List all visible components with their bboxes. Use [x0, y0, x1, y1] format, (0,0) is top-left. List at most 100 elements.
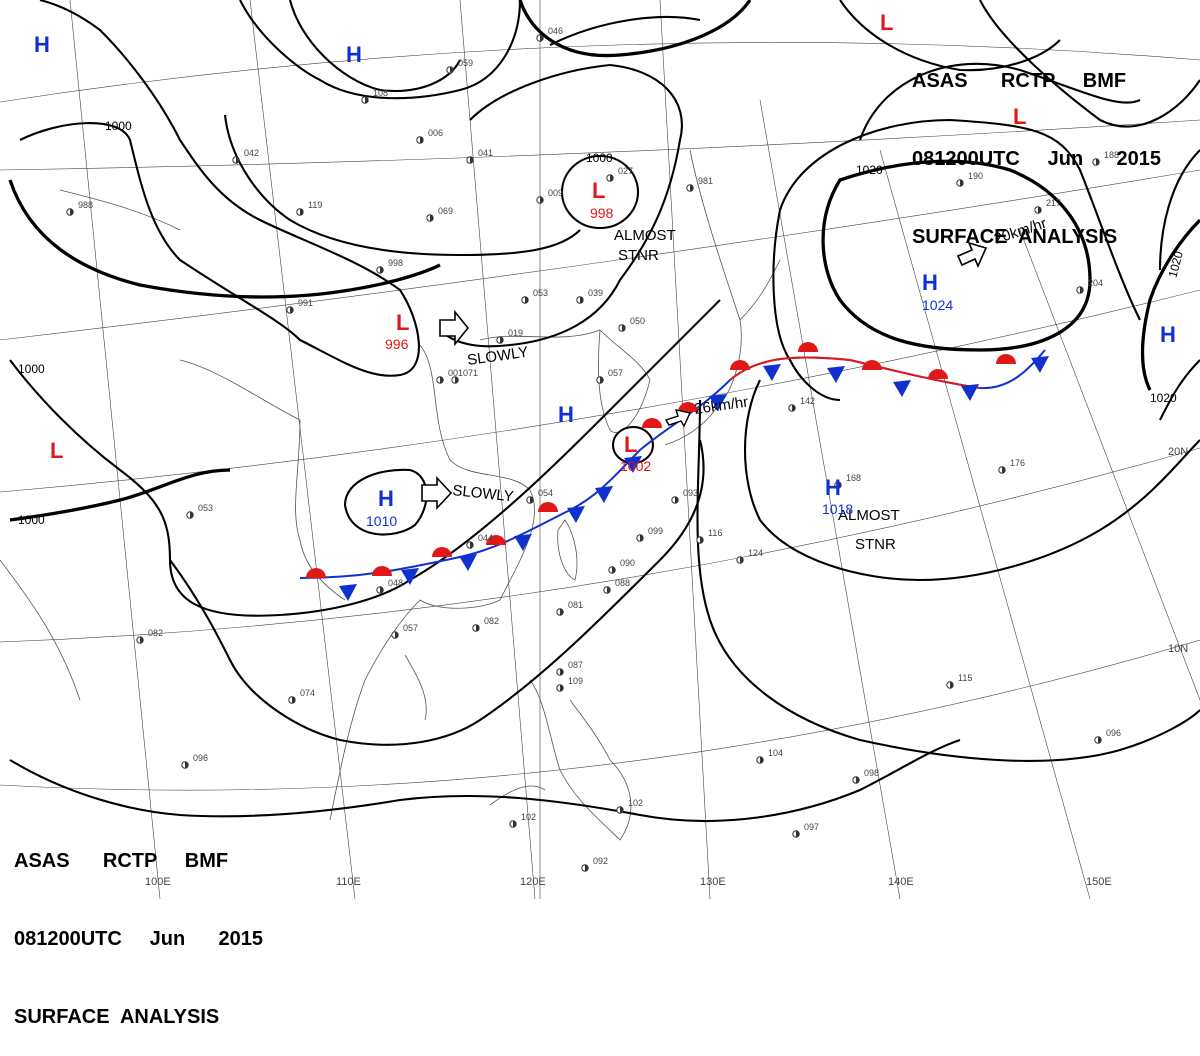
- station-pressure: 053: [533, 288, 548, 298]
- station-cloud-cover: [476, 624, 480, 632]
- station-cloud-cover: [950, 681, 954, 689]
- isobar-label: 1020: [1150, 391, 1177, 405]
- station-cloud-cover: [395, 631, 399, 639]
- station-pressure: 088: [615, 578, 630, 588]
- isobars: [8, 0, 1200, 822]
- isobar-label: 1000: [18, 513, 45, 527]
- graticule: [0, 0, 1200, 899]
- station-pressure: 057: [608, 368, 623, 378]
- low-center-letter: L: [880, 10, 893, 35]
- high-center-letter: H: [378, 486, 394, 511]
- status-text: STNR: [855, 536, 896, 553]
- station-pressure: 092: [593, 856, 608, 866]
- high-center-letter: H: [34, 32, 50, 57]
- warm-front-semicircle: [538, 502, 558, 512]
- station-cloud-cover: [500, 336, 504, 344]
- station-pressure: 054: [538, 488, 553, 498]
- cold-front-triangle: [961, 384, 979, 401]
- low-center-value: 1002: [620, 458, 651, 474]
- low-center-value: 998: [590, 205, 614, 221]
- agency-line: ASAS RCTP BMF: [912, 70, 1127, 92]
- station-pressure: 046: [548, 26, 563, 36]
- lat-label: 20N: [1168, 446, 1188, 458]
- station-pressure: 087: [568, 660, 583, 670]
- cold-front-triangle: [339, 584, 357, 601]
- cold-front-triangle: [401, 568, 419, 585]
- isobar-label: 1000: [586, 151, 613, 165]
- cold-front-triangle: [459, 554, 477, 571]
- valid-time-line: 081200UTC Jun 2015: [14, 928, 264, 950]
- warm-front-semicircle: [432, 547, 452, 557]
- station-pressure: 071: [463, 368, 478, 378]
- lon-label: 130E: [700, 876, 726, 888]
- isobar-label: 1000: [105, 119, 132, 133]
- station-cloud-cover: [796, 830, 800, 838]
- station-cloud-cover: [1080, 286, 1084, 294]
- station-pressure: 048: [388, 578, 403, 588]
- station-pressure: 044: [478, 533, 493, 543]
- isobar-labels: 1000 1000 1000 1000 1020 1020 1020: [18, 119, 1186, 527]
- cold-front-triangle: [595, 486, 613, 503]
- lon-label: 150E: [1086, 876, 1112, 888]
- station-pressure: 099: [648, 526, 663, 536]
- station-cloud-cover: [236, 156, 240, 164]
- cold-front-triangle: [827, 366, 845, 383]
- station-pressure: 991: [298, 298, 313, 308]
- warm-front-semicircle: [486, 535, 506, 545]
- station-pressure: 188: [1104, 150, 1119, 160]
- station-cloud-cover: [612, 566, 616, 574]
- warm-front-segment: [729, 356, 981, 389]
- low-center-letter: L: [592, 178, 605, 203]
- station-cloud-cover: [580, 296, 584, 304]
- cold-front-triangle: [567, 506, 585, 523]
- high-center-value: 1024: [922, 297, 953, 313]
- station-pressure: 102: [628, 798, 643, 808]
- station-cloud-cover: [1002, 466, 1006, 474]
- station-pressure: 115: [958, 673, 972, 683]
- cold-front-triangle: [893, 380, 911, 397]
- graticule-labels: 100E 110E 120E 130E 140E 150E 20N 10N: [145, 446, 1188, 888]
- map-header-top: ASAS RCTP BMF 081200UTC Jun 2015 SURFACE…: [912, 16, 1161, 276]
- isobar-label: 1000: [18, 362, 45, 376]
- high-center-letter: H: [825, 475, 841, 500]
- cold-front-triangle: [1031, 356, 1049, 373]
- station-cloud-cover: [190, 511, 194, 519]
- warm-front-semicircle: [306, 568, 326, 578]
- station-cloud-cover: [675, 496, 679, 504]
- cold-front-triangle: [514, 534, 532, 551]
- station-cloud-cover: [450, 66, 454, 74]
- station-cloud-cover: [600, 376, 604, 384]
- high-center-letter: H: [922, 270, 938, 295]
- lon-label: 120E: [520, 876, 546, 888]
- station-cloud-cover: [513, 820, 517, 828]
- station-pressure: 082: [148, 628, 163, 638]
- station-cloud-cover: [1096, 158, 1100, 166]
- low-center-letter: L: [1013, 104, 1026, 129]
- station-pressure: 142: [800, 396, 815, 406]
- lon-label: 110E: [336, 876, 361, 888]
- station-cloud-cover: [540, 34, 544, 42]
- station-pressure: 009: [548, 188, 563, 198]
- low-center-value: 996: [385, 336, 409, 352]
- station-cloud-cover: [560, 684, 564, 692]
- station-pressure: 019: [508, 328, 523, 338]
- weather-map: 100E 110E 120E 130E 140E 150E 20N 10N: [0, 0, 1200, 899]
- station-pressure: 039: [588, 288, 603, 298]
- status-text: ALMOST: [838, 507, 900, 524]
- station-pressure: 981: [698, 176, 713, 186]
- station-cloud-cover: [380, 586, 384, 594]
- station-pressure: 176: [1010, 458, 1025, 468]
- low-center-letter: L: [624, 432, 637, 457]
- station-pressure: 109: [568, 676, 583, 686]
- valid-time-line: 081200UTC Jun 2015: [912, 148, 1162, 170]
- station-cloud-cover: [792, 404, 796, 412]
- station-pressure: 116: [708, 528, 722, 538]
- lon-label: 100E: [145, 876, 171, 888]
- station-pressure: 006: [428, 128, 443, 138]
- station-cloud-cover: [470, 541, 474, 549]
- station-cloud-cover: [290, 306, 294, 314]
- station-cloud-cover: [838, 481, 842, 489]
- station-pressure: 097: [804, 822, 819, 832]
- warm-front-semicircle: [996, 354, 1016, 364]
- station-pressure: 108: [373, 88, 388, 98]
